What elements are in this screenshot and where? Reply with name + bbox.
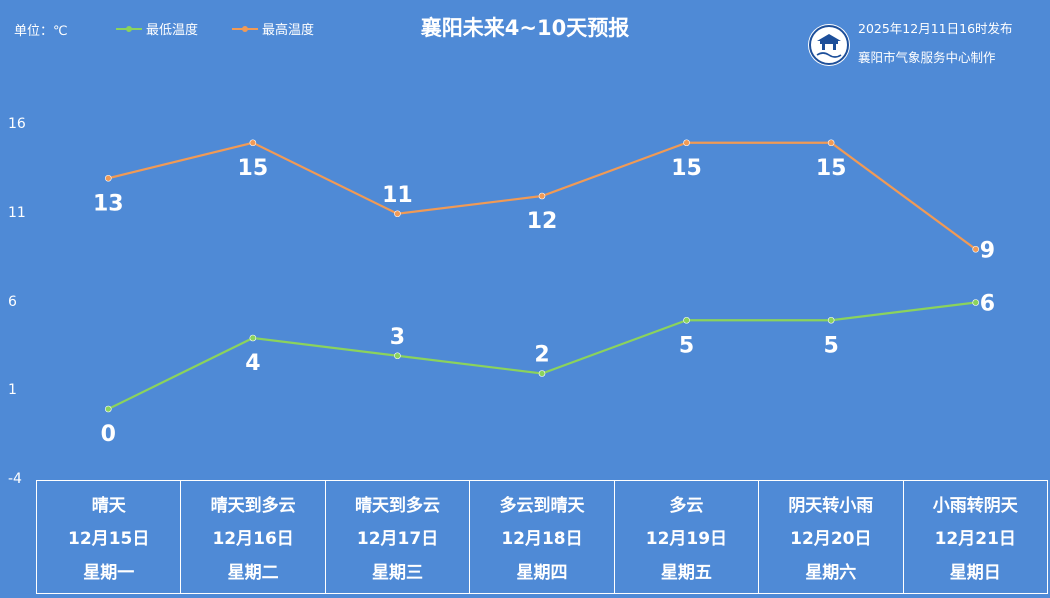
forecast-day-col: 晴天到多云 12月16日 星期二 xyxy=(180,481,324,593)
min-temp-point xyxy=(827,316,835,324)
max-temp-label: 15 xyxy=(238,156,269,181)
forecast-day-col: 晴天到多云 12月17日 星期三 xyxy=(324,481,469,593)
forecast-table: 晴天 12月15日 星期一 晴天到多云 12月16日 星期二 晴天到多云 12月… xyxy=(36,480,1048,594)
forecast-day-col: 多云 12月19日 星期五 xyxy=(613,481,758,593)
day-date: 12月21日 xyxy=(934,529,1016,550)
unit-label: 单位：℃ xyxy=(14,24,68,39)
max-temp-point xyxy=(249,139,257,147)
day-weekday: 星期五 xyxy=(660,562,712,583)
y-tick-label: 6 xyxy=(8,293,17,310)
y-tick-label: 11 xyxy=(8,204,26,221)
min-temp-label: 5 xyxy=(679,333,694,358)
max-temp-label: 9 xyxy=(980,238,995,263)
max-temp-label: 15 xyxy=(671,156,702,181)
day-date: 12月19日 xyxy=(645,529,728,550)
legend-min-swatch xyxy=(116,24,142,34)
day-weekday: 星期三 xyxy=(372,562,424,583)
day-weekday: 星期日 xyxy=(949,562,1001,583)
day-weather: 阴天转小雨 xyxy=(788,496,874,517)
day-weather: 晴天到多云 xyxy=(210,496,296,517)
day-date: 12月18日 xyxy=(501,529,583,550)
min-temp-point xyxy=(972,299,980,306)
y-tick-label: -4 xyxy=(8,471,22,487)
xiangyang-weather-logo-icon xyxy=(808,24,850,66)
min-temp-label: 4 xyxy=(245,351,260,376)
max-temp-point xyxy=(104,174,112,182)
max-temp-label: 15 xyxy=(816,156,847,181)
legend-item-min: 最低温度 xyxy=(116,19,198,38)
max-temp-label: 11 xyxy=(382,183,413,208)
day-weather: 多云到晴天 xyxy=(499,496,585,517)
producer-info: 襄阳市气象服务中心制作 xyxy=(858,50,996,65)
max-temp-label: 12 xyxy=(527,209,558,234)
day-weekday: 星期二 xyxy=(227,562,279,583)
day-weekday: 星期一 xyxy=(83,562,135,583)
y-tick-label: 1 xyxy=(8,382,17,399)
y-tick-label: 16 xyxy=(8,116,26,132)
min-temp-point xyxy=(104,405,112,413)
day-date: 12月20日 xyxy=(790,529,872,550)
max-temp-point xyxy=(538,192,546,200)
day-weekday: 星期四 xyxy=(516,562,568,583)
min-temp-label: 5 xyxy=(823,333,838,358)
max-temp-point xyxy=(972,245,980,253)
min-temp-label: 6 xyxy=(980,292,995,317)
min-temp-point xyxy=(683,316,690,324)
min-temp-label: 3 xyxy=(390,325,405,350)
day-weather: 多云 xyxy=(669,496,704,517)
day-date: 12月15日 xyxy=(68,529,150,550)
publish-info: 2025年12月11日16时发布 xyxy=(858,21,1013,36)
chart-title: 襄阳未来4~10天预报 xyxy=(420,16,630,40)
day-weather: 晴天到多云 xyxy=(355,496,441,517)
day-date: 12月16日 xyxy=(212,529,294,550)
min-temp-point xyxy=(394,352,401,360)
min-temp-label: 2 xyxy=(534,343,549,368)
forecast-day-col: 阴天转小雨 12月20日 星期六 xyxy=(758,481,902,593)
max-temp-label: 13 xyxy=(93,191,124,216)
min-temp-point xyxy=(538,370,546,377)
legend-item-max: 最高温度 xyxy=(232,19,314,38)
day-weekday: 星期六 xyxy=(805,562,857,583)
legend-max-swatch xyxy=(232,24,258,34)
forecast-day-col: 多云到晴天 12月18日 星期四 xyxy=(469,481,613,593)
legend-min-label: 最低温度 xyxy=(146,23,199,38)
min-temp-label: 0 xyxy=(101,422,116,447)
forecast-day-col: 晴天 12月15日 星期一 xyxy=(37,481,180,593)
max-temp-point xyxy=(827,139,835,147)
max-temp-point xyxy=(683,139,690,147)
day-date: 12月17日 xyxy=(356,529,439,550)
day-weather: 小雨转阴天 xyxy=(932,496,1018,517)
min-temp-point xyxy=(249,334,257,342)
day-weather: 晴天 xyxy=(91,496,126,517)
legend-max-label: 最高温度 xyxy=(262,23,315,38)
max-temp-point xyxy=(394,210,401,218)
forecast-day-col: 小雨转阴天 12月21日 星期日 xyxy=(902,481,1047,593)
